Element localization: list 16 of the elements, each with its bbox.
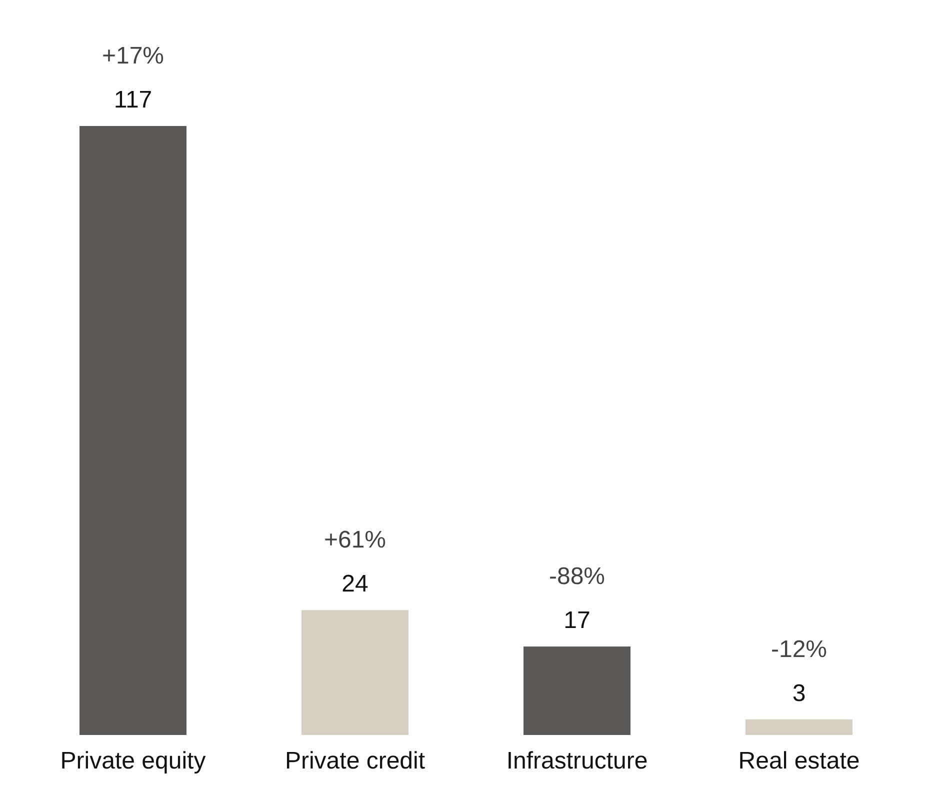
annotation: +17% — [102, 42, 164, 70]
x-tick-label: Real estate — [738, 748, 860, 774]
annotation: +61% — [324, 526, 386, 554]
x-tick-label: Private credit — [284, 748, 426, 774]
bar — [302, 610, 408, 735]
data-label: 24 — [342, 570, 368, 598]
data-label: 3 — [792, 680, 806, 707]
bar — [746, 719, 852, 735]
data-label: 117 — [114, 86, 152, 114]
data-label: 17 — [564, 607, 590, 634]
x-tick-label: Infrastructure — [506, 748, 648, 774]
annotation: -12% — [770, 636, 828, 663]
annotation: -88% — [548, 563, 606, 590]
bar — [524, 646, 630, 735]
x-tick-label: Private equity — [60, 748, 206, 774]
bar — [80, 126, 186, 735]
